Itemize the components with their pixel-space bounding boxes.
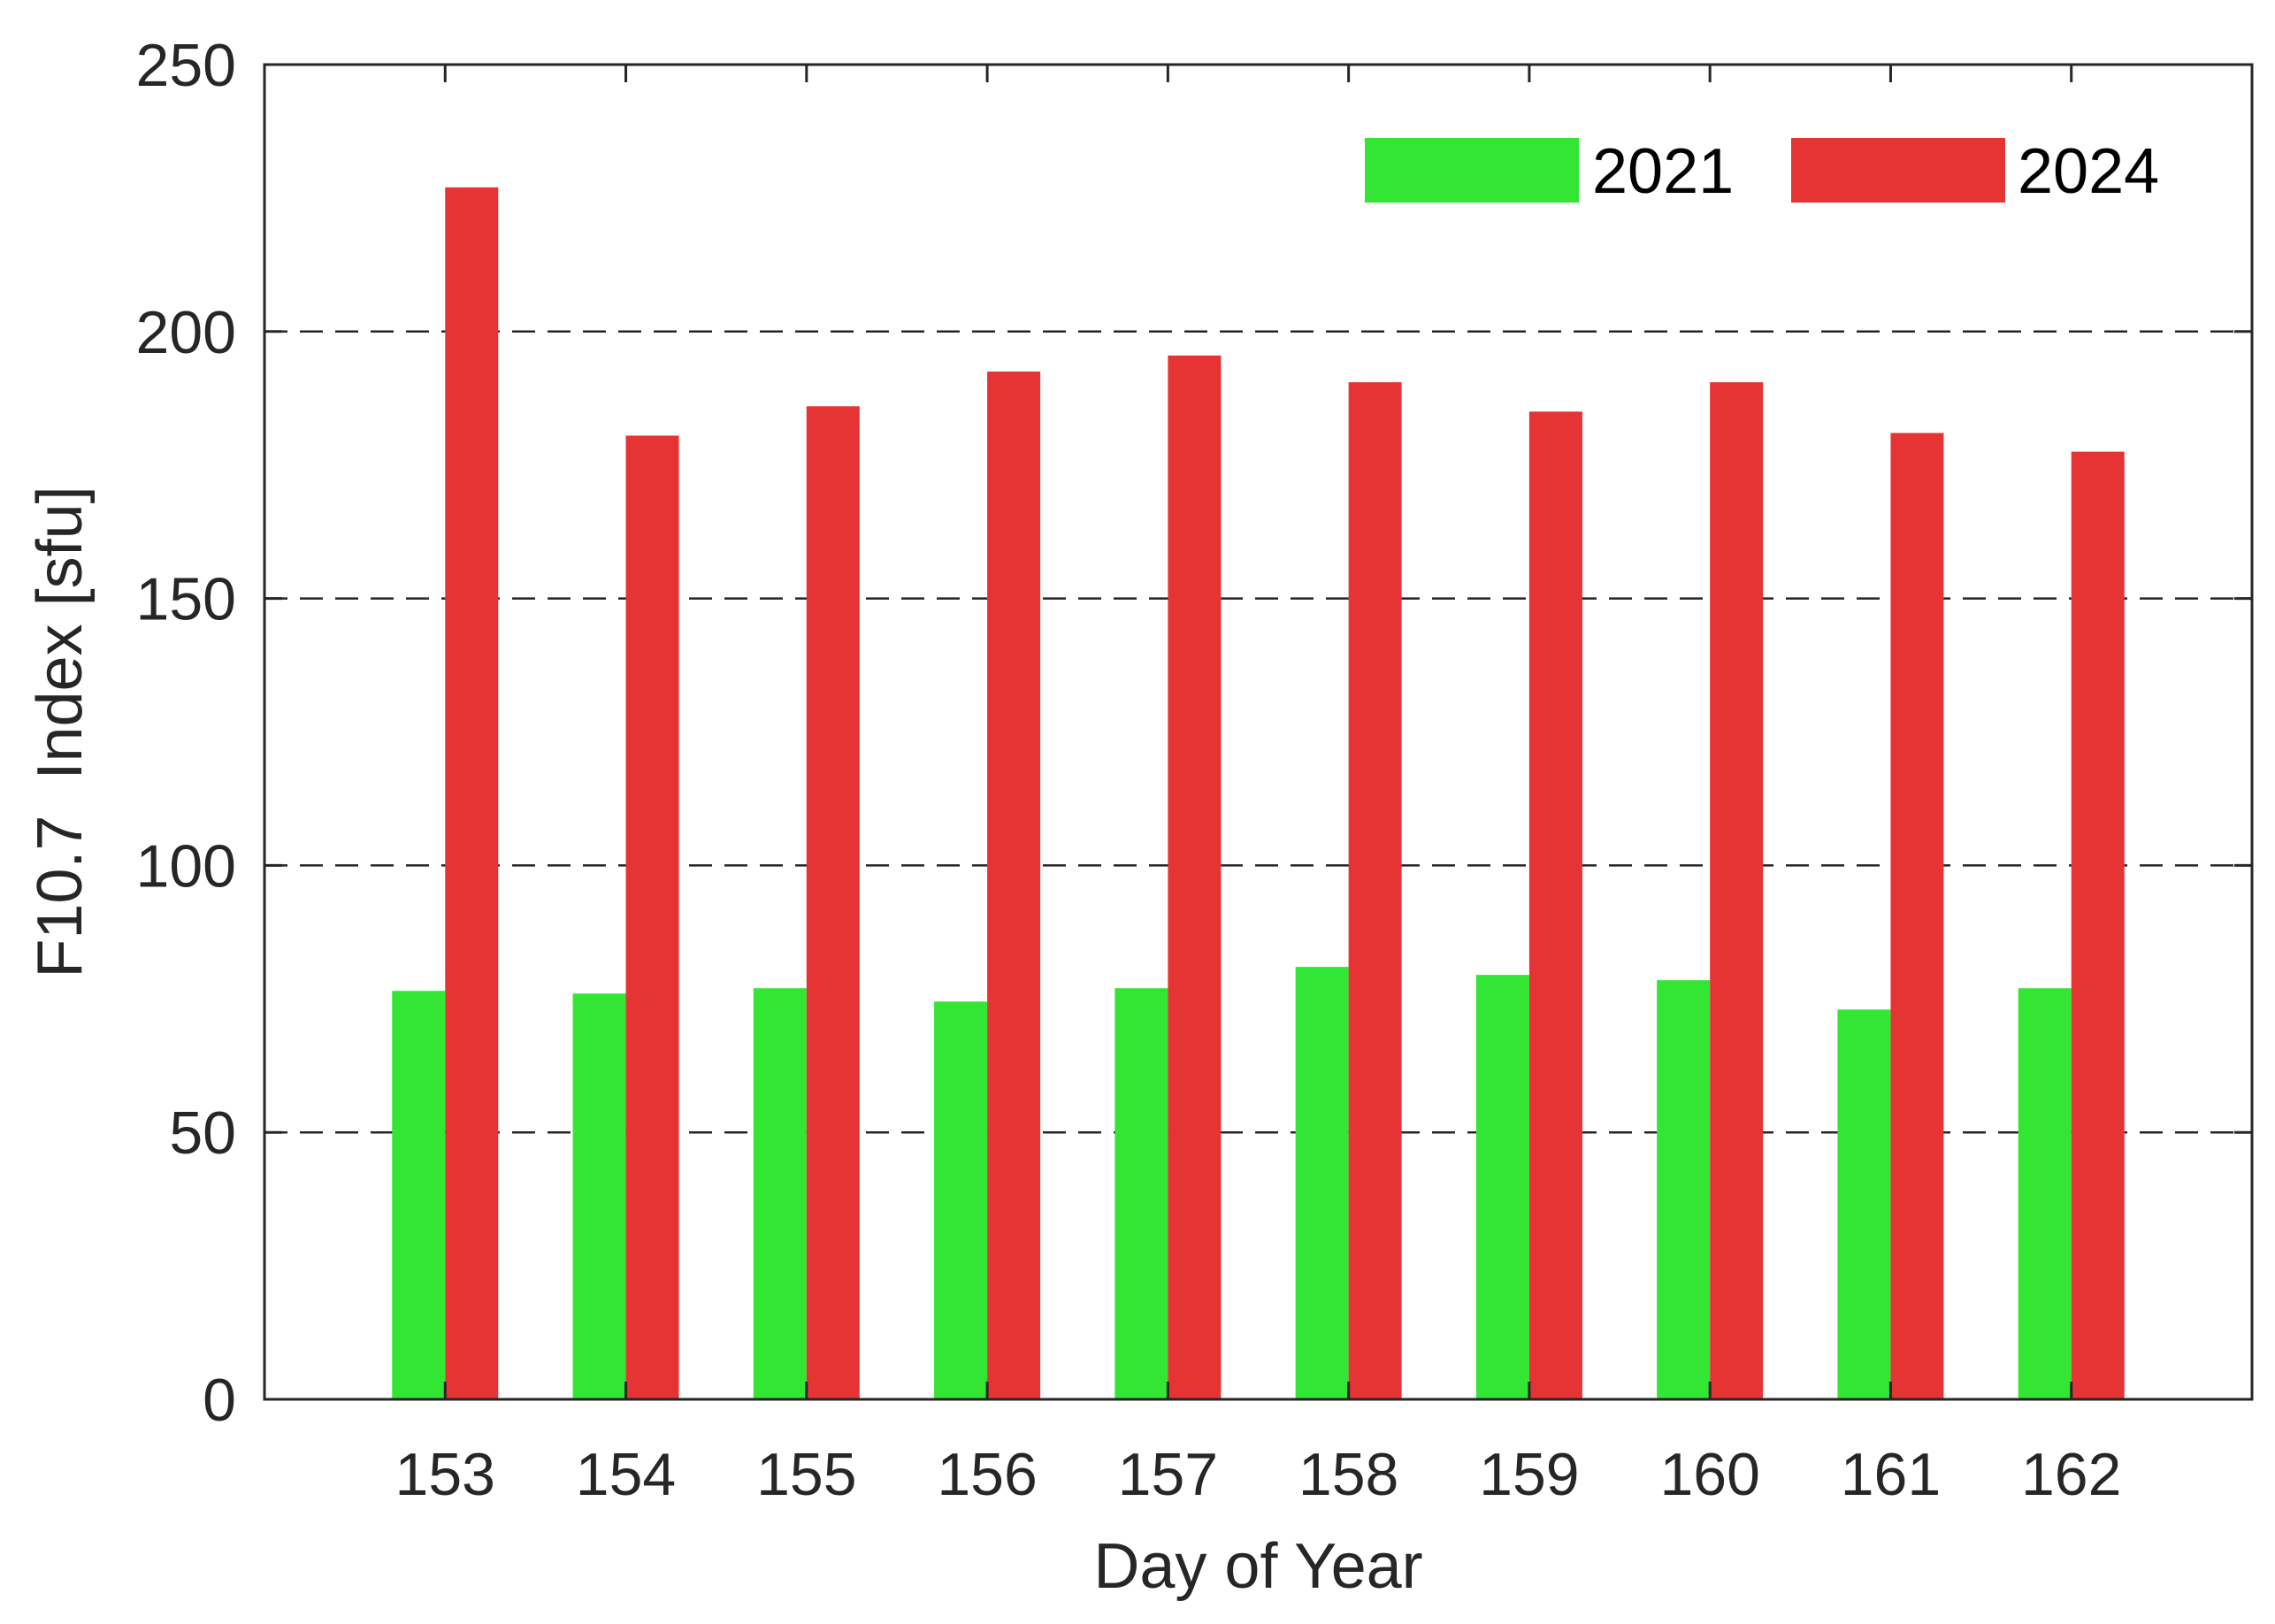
bar-2024-157 (1168, 355, 1222, 1399)
bar-2021-160 (1657, 980, 1711, 1399)
bar-2021-154 (572, 993, 626, 1399)
x-tick-label-153: 153 (395, 1441, 495, 1508)
bar-2024-159 (1528, 411, 1582, 1400)
x-tick-label-159: 159 (1479, 1441, 1579, 1508)
bar-2021-162 (2018, 988, 2072, 1399)
legend: 2021 2024 (1365, 136, 2159, 207)
axis-ticks (264, 63, 2252, 1401)
x-tick-label-160: 160 (1659, 1441, 1759, 1508)
x-tick-label-162: 162 (2021, 1441, 2121, 1508)
bar-2024-153 (445, 187, 499, 1399)
y-tick-label-100: 100 (136, 832, 236, 900)
bar-2024-154 (625, 435, 679, 1400)
legend-label-2021: 2021 (1592, 136, 1734, 207)
x-tick-label-157: 157 (1118, 1441, 1218, 1508)
bar-2024-160 (1710, 382, 1764, 1400)
bar-2021-157 (1115, 988, 1168, 1399)
y-tick-labels: 0 50 100 150 200 250 (136, 32, 236, 1434)
legend-label-2024: 2024 (2018, 136, 2159, 207)
bar-2024-161 (1890, 433, 1944, 1399)
bar-2024-162 (2071, 451, 2125, 1399)
bar-2021-159 (1475, 975, 1529, 1399)
y-tick-label-150: 150 (136, 566, 236, 633)
bar-2021-155 (753, 988, 807, 1399)
bar-2021-156 (934, 1001, 988, 1399)
y-tick-label-200: 200 (136, 299, 236, 366)
x-tick-label-161: 161 (1841, 1441, 1941, 1508)
bar-2021-161 (1837, 1009, 1891, 1399)
y-axis-title: F10.7 Index [sfu] (25, 486, 96, 977)
bar-2024-155 (806, 406, 860, 1400)
x-tick-label-156: 156 (937, 1441, 1037, 1508)
bar-2024-156 (987, 372, 1041, 1399)
plot-frame (263, 63, 2254, 1401)
y-tick-label-50: 50 (169, 1099, 236, 1167)
bar-2021-153 (392, 991, 446, 1399)
bars (392, 187, 2125, 1400)
legend-swatch-2021 (1365, 138, 1579, 203)
bar-2024-158 (1348, 382, 1402, 1400)
x-tick-label-154: 154 (576, 1441, 676, 1508)
y-tick-label-250: 250 (136, 32, 236, 99)
y-tick-label-0: 0 (203, 1367, 236, 1434)
x-tick-label-155: 155 (756, 1441, 856, 1508)
bar-2021-158 (1295, 967, 1349, 1399)
x-tick-labels: 153 154 155 156 157 158 159 160 161 162 (395, 1441, 2122, 1508)
x-tick-label-158: 158 (1298, 1441, 1398, 1508)
x-axis-title: Day of Year (1093, 1531, 1422, 1602)
legend-swatch-2024 (1791, 138, 2005, 203)
